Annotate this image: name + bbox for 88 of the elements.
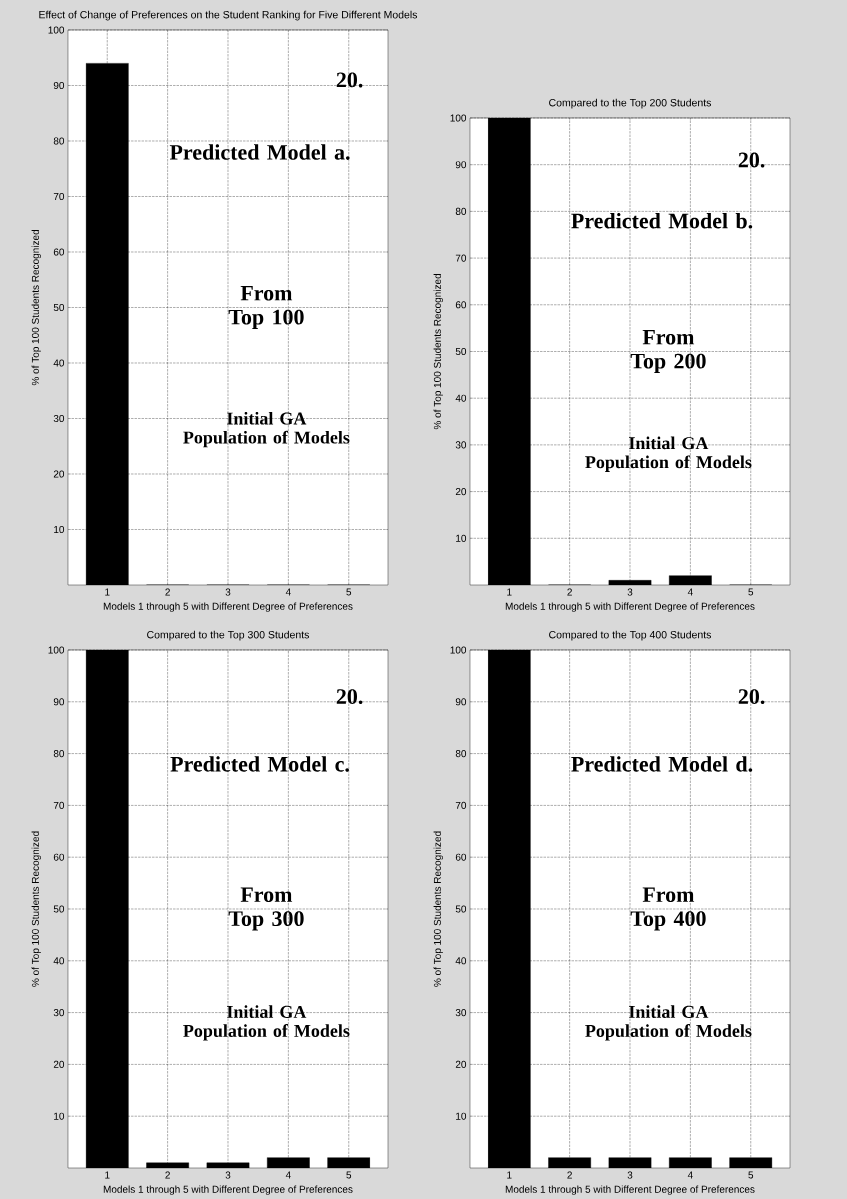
x-tick-label: 1: [507, 1171, 512, 1179]
x-tick-label: 3: [627, 1171, 633, 1179]
y-tick-label: 40: [455, 957, 467, 965]
y-tick-label: 90: [53, 81, 65, 90]
y-tick-label: 20: [455, 488, 467, 496]
annotation: Predicted Model d.: [571, 756, 753, 772]
x-axis-title: Models 1 through 5 with Different Degree of Preferences: [505, 602, 755, 612]
annotation: Predicted Model b.: [571, 212, 753, 229]
y-axis-title: % of Top 100 Students Recognized: [31, 831, 41, 987]
y-tick-label: 30: [53, 414, 65, 423]
x-tick-label: 1: [105, 1171, 110, 1179]
x-tick-label: 1: [507, 588, 512, 596]
annotation: From Top 300: [228, 887, 304, 931]
y-tick-label: 100: [48, 646, 65, 654]
x-tick-label: 4: [285, 588, 291, 596]
y-tick-label: 60: [455, 301, 467, 309]
y-tick-label: 90: [53, 698, 65, 706]
y-tick-label: 20: [53, 470, 65, 478]
chart-title: Compared to the Top 200 Students: [549, 98, 712, 109]
annotation: Initial GA Population of Models: [585, 436, 752, 472]
y-tick-label: 70: [455, 801, 467, 809]
y-tick-label: 30: [455, 441, 467, 449]
x-tick-label: 2: [567, 588, 572, 596]
x-tick-label: 1: [105, 588, 110, 596]
chart-title: Effect of Change of Preferences on the Student Ranking for Five Different Models: [39, 10, 418, 21]
annotation: Initial GA Population of Models: [585, 1005, 752, 1041]
x-axis-title: Models 1 through 5 with Different Degree of Preferences: [103, 602, 353, 612]
y-tick-label: 100: [450, 114, 467, 122]
y-tick-label: 10: [54, 525, 65, 534]
chart-title: Compared to the Top 400 Students: [549, 630, 712, 641]
chart-title: Compared to the Top 300 Students: [147, 630, 310, 641]
y-tick-label: 40: [455, 394, 467, 402]
y-axis-title: % of Top 100 Students Recognized: [31, 230, 41, 386]
y-tick-label: 70: [53, 801, 65, 809]
y-axis-title: % of Top 100 Students Recognized: [433, 831, 443, 987]
y-tick-label: 50: [53, 303, 65, 312]
y-tick-label: 10: [456, 1112, 467, 1120]
y-tick-label: 80: [455, 207, 467, 215]
annotation: 20.: [738, 152, 765, 168]
x-tick-label: 4: [285, 1171, 291, 1179]
y-tick-label: 70: [53, 192, 65, 201]
y-tick-label: 100: [450, 646, 467, 654]
annotation: From Top 400: [630, 887, 706, 931]
y-tick-label: 60: [455, 853, 467, 861]
y-axis-title: % of Top 100 Students Recognized: [433, 274, 443, 430]
x-tick-label: 4: [687, 1171, 693, 1179]
y-tick-label: 90: [455, 161, 467, 169]
y-tick-label: 50: [455, 347, 467, 356]
x-axis-title: Models 1 through 5 with Different Degree of Preferences: [505, 1185, 755, 1195]
y-tick-label: 50: [53, 905, 65, 913]
x-tick-label: 3: [225, 1171, 231, 1179]
y-tick-label: 80: [53, 137, 65, 145]
annotation: Predicted Model c.: [170, 756, 349, 772]
x-tick-label: 5: [346, 1171, 352, 1179]
y-tick-label: 20: [53, 1060, 65, 1068]
x-tick-label: 2: [165, 588, 170, 596]
y-tick-label: 60: [53, 248, 65, 256]
annotation: Predicted Model a.: [169, 144, 350, 160]
annotation: 20.: [738, 689, 765, 705]
x-tick-label: 4: [687, 588, 693, 596]
x-tick-label: 2: [567, 1171, 572, 1179]
y-tick-label: 10: [54, 1112, 65, 1120]
y-tick-label: 90: [455, 698, 467, 706]
y-tick-label: 30: [455, 1009, 467, 1017]
x-tick-label: 5: [346, 588, 352, 596]
y-tick-label: 50: [455, 905, 467, 913]
y-tick-label: 80: [53, 750, 65, 758]
y-tick-label: 40: [53, 359, 65, 367]
x-tick-label: 5: [748, 588, 754, 596]
x-tick-label: 2: [165, 1171, 170, 1179]
annotation: 20.: [336, 689, 363, 705]
annotation: Initial GA Population of Models: [183, 411, 350, 448]
y-tick-label: 70: [455, 254, 467, 262]
y-tick-label: 60: [53, 853, 65, 861]
x-tick-label: 5: [748, 1171, 754, 1179]
x-tick-label: 3: [627, 588, 633, 596]
y-tick-label: 80: [455, 750, 467, 758]
annotation: From Top 200: [630, 329, 706, 374]
y-tick-label: 40: [53, 957, 65, 965]
annotation: From Top 100: [228, 285, 304, 330]
x-axis-title: Models 1 through 5 with Different Degree of Preferences: [103, 1185, 353, 1195]
y-tick-label: 100: [48, 26, 65, 34]
annotation: Initial GA Population of Models: [183, 1005, 350, 1041]
y-tick-label: 20: [455, 1060, 467, 1068]
y-tick-label: 10: [456, 534, 467, 542]
annotation: 20.: [336, 72, 363, 88]
x-tick-label: 3: [225, 588, 231, 596]
y-tick-label: 30: [53, 1009, 65, 1017]
